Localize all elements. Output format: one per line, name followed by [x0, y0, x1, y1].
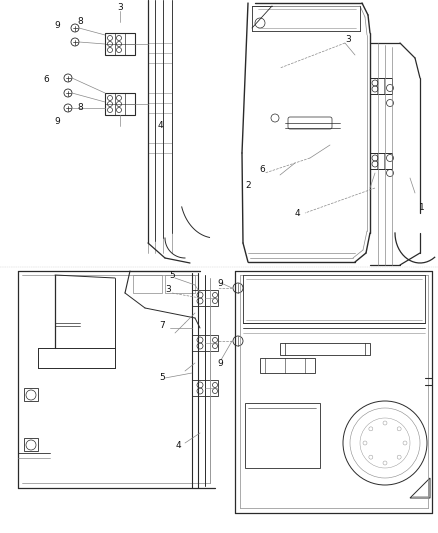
Text: 7: 7 [159, 321, 165, 330]
Text: 9: 9 [217, 279, 223, 287]
Text: 9: 9 [54, 20, 60, 29]
Text: 4: 4 [294, 208, 300, 217]
Text: 6: 6 [43, 75, 49, 84]
Text: 3: 3 [117, 4, 123, 12]
Text: 9: 9 [217, 359, 223, 367]
Text: 1: 1 [419, 204, 425, 213]
Text: 2: 2 [245, 182, 251, 190]
Text: 4: 4 [175, 441, 181, 450]
Text: 5: 5 [159, 374, 165, 383]
Text: 3: 3 [345, 35, 351, 44]
Text: 8: 8 [77, 102, 83, 111]
Text: 8: 8 [77, 18, 83, 27]
Text: 3: 3 [165, 286, 171, 295]
Text: 6: 6 [259, 166, 265, 174]
Text: 5: 5 [169, 271, 175, 279]
Text: 4: 4 [157, 120, 163, 130]
Text: 9: 9 [54, 117, 60, 125]
